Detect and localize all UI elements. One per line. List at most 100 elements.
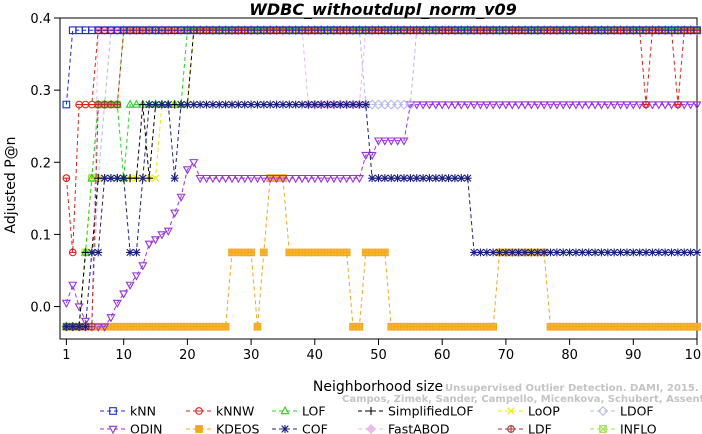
citation-line-1: Unsupervised Outlier Detection. DAMI, 20… <box>445 383 699 394</box>
point-cof <box>253 100 262 109</box>
point-odin <box>150 236 161 245</box>
point-kdeos <box>158 322 166 331</box>
point-cof <box>94 248 103 257</box>
point-kdeos <box>291 248 300 257</box>
point-ldf <box>94 100 103 109</box>
point-odin <box>590 101 600 110</box>
point-cof <box>234 100 243 109</box>
point-odin <box>100 323 110 332</box>
point-kdeos <box>546 322 555 331</box>
point-kdeos <box>330 248 338 257</box>
point-kdeos <box>247 248 255 257</box>
point-odin <box>692 101 702 110</box>
point-kdeos <box>145 322 154 331</box>
legend-marker-odin <box>108 425 118 434</box>
point-odin <box>558 101 568 110</box>
point-odin <box>138 262 148 271</box>
point-cof <box>329 100 338 109</box>
point-ldf <box>107 100 115 109</box>
point-odin <box>673 101 683 110</box>
point-odin <box>240 174 250 184</box>
point-cof <box>431 174 440 183</box>
point-kdeos <box>412 322 421 331</box>
point-odin <box>367 151 377 161</box>
point-kdeos <box>138 322 147 331</box>
point-cof <box>546 248 555 257</box>
point-kdeos <box>476 322 485 331</box>
point-cof <box>75 322 84 331</box>
y-tick-label: 0.3 <box>30 84 51 99</box>
point-odin <box>189 159 199 168</box>
point-cof <box>221 100 230 109</box>
x-tick-label: 80 <box>561 348 578 363</box>
point-kdeos <box>693 322 701 331</box>
point-cof <box>164 100 173 109</box>
point-cof <box>629 248 638 257</box>
point-cof <box>81 322 90 331</box>
point-odin <box>596 101 607 110</box>
point-odin <box>444 101 454 110</box>
point-cof <box>126 248 135 257</box>
point-odin <box>68 281 78 291</box>
point-kdeos <box>119 322 128 331</box>
point-odin <box>310 174 320 184</box>
point-kdeos <box>482 322 491 331</box>
legend-label-knn: kNN <box>130 404 156 419</box>
x-tick-label: 20 <box>179 348 196 363</box>
point-odin <box>450 101 460 110</box>
point-odin <box>144 240 154 249</box>
point-cof <box>151 100 160 109</box>
legend-item-knn: kNN <box>100 404 156 419</box>
point-cof <box>412 174 421 183</box>
point-knnw <box>642 100 650 109</box>
series-line-knnw <box>65 29 697 253</box>
point-cof <box>565 248 574 257</box>
point-odin <box>431 101 441 110</box>
point-odin <box>176 193 186 202</box>
point-cof <box>304 100 313 109</box>
point-kdeos <box>610 322 619 331</box>
point-odin <box>647 101 657 110</box>
point-cof <box>387 174 396 183</box>
point-knnw <box>62 174 71 182</box>
point-odin <box>265 174 275 184</box>
point-odin <box>373 137 384 146</box>
point-kdeos <box>680 322 689 331</box>
point-ldf <box>100 100 109 109</box>
point-cof <box>374 174 383 183</box>
y-tick-label: 0.2 <box>30 156 51 171</box>
point-cof <box>457 174 466 183</box>
point-odin <box>641 101 651 110</box>
point-kdeos <box>374 248 383 257</box>
point-kdeos <box>177 322 185 331</box>
legend-label-fastabod: FastABOD <box>388 422 450 434</box>
point-odin <box>74 303 84 312</box>
point-odin <box>660 101 670 110</box>
point-knnw <box>674 100 682 109</box>
point-odin <box>399 137 409 146</box>
point-odin <box>348 174 358 184</box>
point-kdeos <box>183 322 192 331</box>
point-odin <box>221 174 231 184</box>
point-odin <box>609 101 619 110</box>
point-odin <box>297 174 307 184</box>
point-cof <box>463 174 472 183</box>
legend-item-knnw: kNNW <box>186 404 254 419</box>
point-cof <box>380 174 389 183</box>
legend-label-ldf: LDF <box>528 422 552 434</box>
point-odin <box>303 174 313 184</box>
point-cof <box>87 248 96 257</box>
point-odin <box>119 290 129 299</box>
point-odin <box>335 174 345 184</box>
point-cof <box>642 248 650 257</box>
point-cof <box>189 100 198 109</box>
x-tick-label: 90 <box>625 348 642 363</box>
point-cof <box>495 248 504 257</box>
point-odin <box>93 323 103 332</box>
point-kdeos <box>209 322 217 331</box>
point-odin <box>112 299 122 309</box>
point-odin <box>577 101 587 110</box>
point-kdeos <box>259 248 268 257</box>
point-odin <box>354 174 364 184</box>
